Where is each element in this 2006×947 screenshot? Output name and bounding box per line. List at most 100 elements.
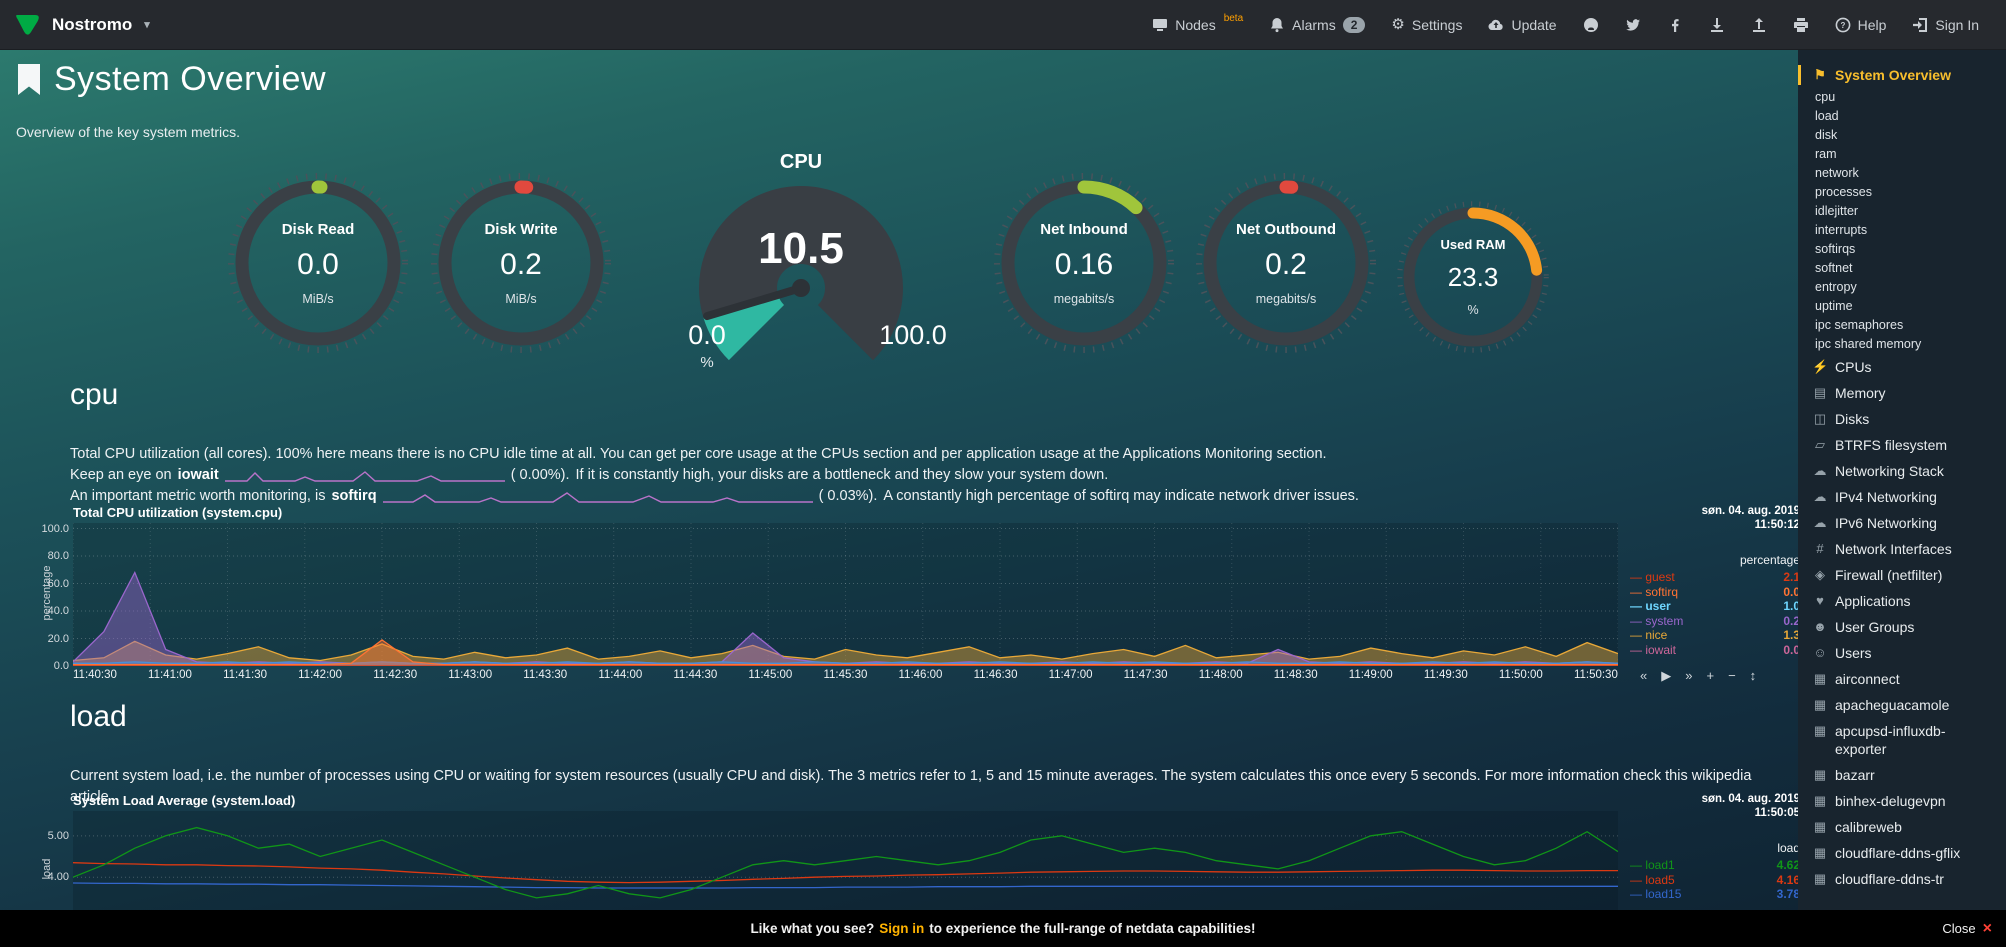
sidebar-item-cpu[interactable]: cpu xyxy=(1815,90,1836,104)
x-tick-label: 11:48:00 xyxy=(1198,669,1243,681)
iowait-sparkline[interactable] xyxy=(224,468,505,484)
sidebar-item-disk[interactable]: disk xyxy=(1815,128,1838,142)
nodes-button[interactable]: Nodes beta xyxy=(1139,13,1256,33)
play-icon[interactable]: ▶ xyxy=(1661,668,1672,683)
update-button[interactable]: Update xyxy=(1475,17,1569,33)
sidebar-item-binhex-delugevpn[interactable]: ▦ binhex-delugevpn xyxy=(1812,788,1996,814)
sidebar-item-applications[interactable]: ♥ Applications xyxy=(1812,588,1996,614)
legend-series-name: — system xyxy=(1630,613,1684,628)
github-button[interactable] xyxy=(1570,17,1612,33)
sidebar-item-entropy[interactable]: entropy xyxy=(1815,280,1857,294)
sidebar-item-interrupts[interactable]: interrupts xyxy=(1815,223,1868,237)
gauge-disk-write[interactable]: Disk Write 0.2 MiB/s xyxy=(426,168,616,358)
zoom-out-icon[interactable]: − xyxy=(1728,668,1736,683)
sidebar-item-apcupsd-influxdb-exporter[interactable]: ▦ apcupsd-influxdb-exporter xyxy=(1812,718,1996,762)
signin-button[interactable]: Sign In xyxy=(1899,17,1992,33)
load-chart-legend: søn. 04. aug. 2019 11:50:05 load — load1… xyxy=(1630,792,1798,902)
sidebar-item-cloudflare-ddns-gflix[interactable]: ▦ cloudflare-ddns-gflix xyxy=(1812,840,1996,866)
sidebar-item-airconnect[interactable]: ▦ airconnect xyxy=(1812,666,1996,692)
x-tick-label: 11:46:00 xyxy=(898,669,943,681)
zoom-in-icon[interactable]: + xyxy=(1706,668,1715,683)
sidebar-item-ipc-semaphores[interactable]: ipc semaphores xyxy=(1815,318,1904,332)
legend-row-user[interactable]: — user 1.0 xyxy=(1630,599,1798,614)
banner-close-button[interactable]: Close × xyxy=(1942,919,1992,937)
grid-icon: ▦ xyxy=(1813,819,1827,834)
pan-right-icon[interactable]: » xyxy=(1685,668,1693,683)
legend-row-guest[interactable]: — guest 2.1 xyxy=(1630,570,1798,585)
resize-icon[interactable]: ↕ xyxy=(1749,668,1757,683)
legend-series-value: 0.2 xyxy=(1783,613,1798,628)
legend-row-iowait[interactable]: — iowait 0.0 xyxy=(1630,643,1798,658)
upload-icon xyxy=(1752,17,1765,32)
sidebar-item-memory[interactable]: ▤ Memory xyxy=(1812,380,1996,406)
sidebar-item-network[interactable]: network xyxy=(1815,166,1859,180)
twitter-button[interactable] xyxy=(1612,17,1654,33)
legend-row-nice[interactable]: — nice 1.3 xyxy=(1630,628,1798,643)
gauge-value: 0.2 xyxy=(1265,247,1307,281)
gauge-net-outbound[interactable]: Net Outbound 0.2 megabits/s xyxy=(1191,168,1381,358)
gauge-used-ram[interactable]: Used RAM 23.3% xyxy=(1393,197,1553,357)
cpu-chart-canvas[interactable] xyxy=(73,523,1618,666)
sidebar-item-idlejitter[interactable]: idlejitter xyxy=(1815,204,1859,218)
gauge-disk-read[interactable]: Disk Read 0.0 MiB/s xyxy=(223,168,413,358)
sidebar-item-networking-stack[interactable]: ☁ Networking Stack xyxy=(1812,458,1996,484)
softirq-sparkline[interactable] xyxy=(382,489,813,505)
settings-button[interactable]: ⚙ Settings xyxy=(1378,17,1475,33)
sidebar-item-ipc-shared-memory[interactable]: ipc shared memory xyxy=(1815,337,1922,351)
facebook-icon xyxy=(1671,18,1679,32)
cpu-chart-legend: søn. 04. aug. 2019 11:50:12 percentage —… xyxy=(1630,504,1798,657)
sidebar-item-cpus[interactable]: ⚡ CPUs xyxy=(1812,354,1996,380)
help-button[interactable]: ? Help xyxy=(1822,17,1900,33)
alarms-button[interactable]: Alarms 2 xyxy=(1256,16,1378,33)
legend-row-load15[interactable]: — load15 3.78 xyxy=(1630,887,1798,902)
sidebar-item-firewall-netfilter[interactable]: ◈ Firewall (netfilter) xyxy=(1812,562,1996,588)
sidebar-item-processes[interactable]: processes xyxy=(1815,185,1872,199)
gauge-net-inbound[interactable]: Net Inbound 0.16 megabits/s xyxy=(989,168,1179,358)
cpu-chart-yticks: 0.0 20.0 40.0 60.0 80.0 100.0 xyxy=(25,523,69,673)
legend-series-name: — iowait xyxy=(1630,642,1677,657)
pan-left-icon[interactable]: « xyxy=(1640,668,1648,683)
sidebar-item-apacheguacamole[interactable]: ▦ apacheguacamole xyxy=(1812,692,1996,718)
gauge-cpu[interactable]: CPU 10.5 0.0 100.0 % xyxy=(641,146,961,381)
sidebar-item-cloudflare-ddns-tr[interactable]: ▦ cloudflare-ddns-tr xyxy=(1812,866,1996,892)
sidebar-item-bazarr[interactable]: ▦ bazarr xyxy=(1812,762,1996,788)
sidebar-item-network-interfaces[interactable]: # Network Interfaces xyxy=(1812,536,1996,562)
gear-icon: ⚙ xyxy=(1391,16,1405,33)
cpu-desc-line3: An important metric worth monitoring, is… xyxy=(70,488,1359,505)
sidebar-item-ipv6-networking[interactable]: ☁ IPv6 Networking xyxy=(1812,510,1996,536)
legend-row-load5[interactable]: — load5 4.16 xyxy=(1630,873,1798,888)
sidebar-item-calibreweb[interactable]: ▦ calibreweb xyxy=(1812,814,1996,840)
signin-label: Sign In xyxy=(1935,16,1979,33)
cpu-chart-xticks: 11:40:30 11:41:00 11:41:30 11:42:00 11:42:30… xyxy=(73,669,1618,681)
sidebar-item-label: Disks xyxy=(1835,411,1870,427)
sidebar-item-user-groups[interactable]: ☻ User Groups xyxy=(1812,614,1996,640)
sidebar-item-label: apacheguacamole xyxy=(1835,697,1950,713)
sidebar-item-ram[interactable]: ram xyxy=(1815,147,1837,161)
legend-series-name: — guest xyxy=(1630,570,1675,584)
sidebar-item-disks[interactable]: ◫ Disks xyxy=(1812,406,1996,432)
legend-row-system[interactable]: — system 0.2 xyxy=(1630,614,1798,629)
sidebar-item-uptime[interactable]: uptime xyxy=(1815,299,1853,313)
sidebar-item-load[interactable]: load xyxy=(1815,109,1839,123)
sidebar-item-users[interactable]: ☺ Users xyxy=(1812,640,1996,666)
chart-toolbox: « ▶ » + − ↕ xyxy=(1640,668,1756,684)
export-button[interactable] xyxy=(1738,17,1780,33)
sidebar-item-system-overview[interactable]: ⚑ System Overview xyxy=(1798,62,1996,88)
sidebar-item-label: IPv6 Networking xyxy=(1835,515,1937,531)
sidebar-item-softnet[interactable]: softnet xyxy=(1815,261,1853,275)
sidebar-item-ipv4-networking[interactable]: ☁ IPv4 Networking xyxy=(1812,484,1996,510)
legend-row-load1[interactable]: — load1 4.62 xyxy=(1630,858,1798,873)
sidebar-item-softirqs[interactable]: softirqs xyxy=(1815,242,1856,256)
close-icon: × xyxy=(1982,919,1992,937)
brand-menu[interactable]: Nostromo ▾ xyxy=(14,11,150,39)
load-section-description: Current system load, i.e. the number of … xyxy=(70,768,1752,805)
x-tick-label: 11:49:00 xyxy=(1348,669,1393,681)
page-title: System Overview xyxy=(54,60,326,98)
print-button[interactable] xyxy=(1780,17,1822,33)
twitter-icon xyxy=(1625,18,1640,31)
sidebar-item-btrfs-filesystem[interactable]: ▱ BTRFS filesystem xyxy=(1812,432,1996,458)
legend-row-softirq[interactable]: — softirq 0.0 xyxy=(1630,585,1798,600)
import-button[interactable] xyxy=(1696,17,1738,33)
banner-signin-link[interactable]: Sign in xyxy=(879,921,925,936)
facebook-button[interactable] xyxy=(1654,17,1696,33)
